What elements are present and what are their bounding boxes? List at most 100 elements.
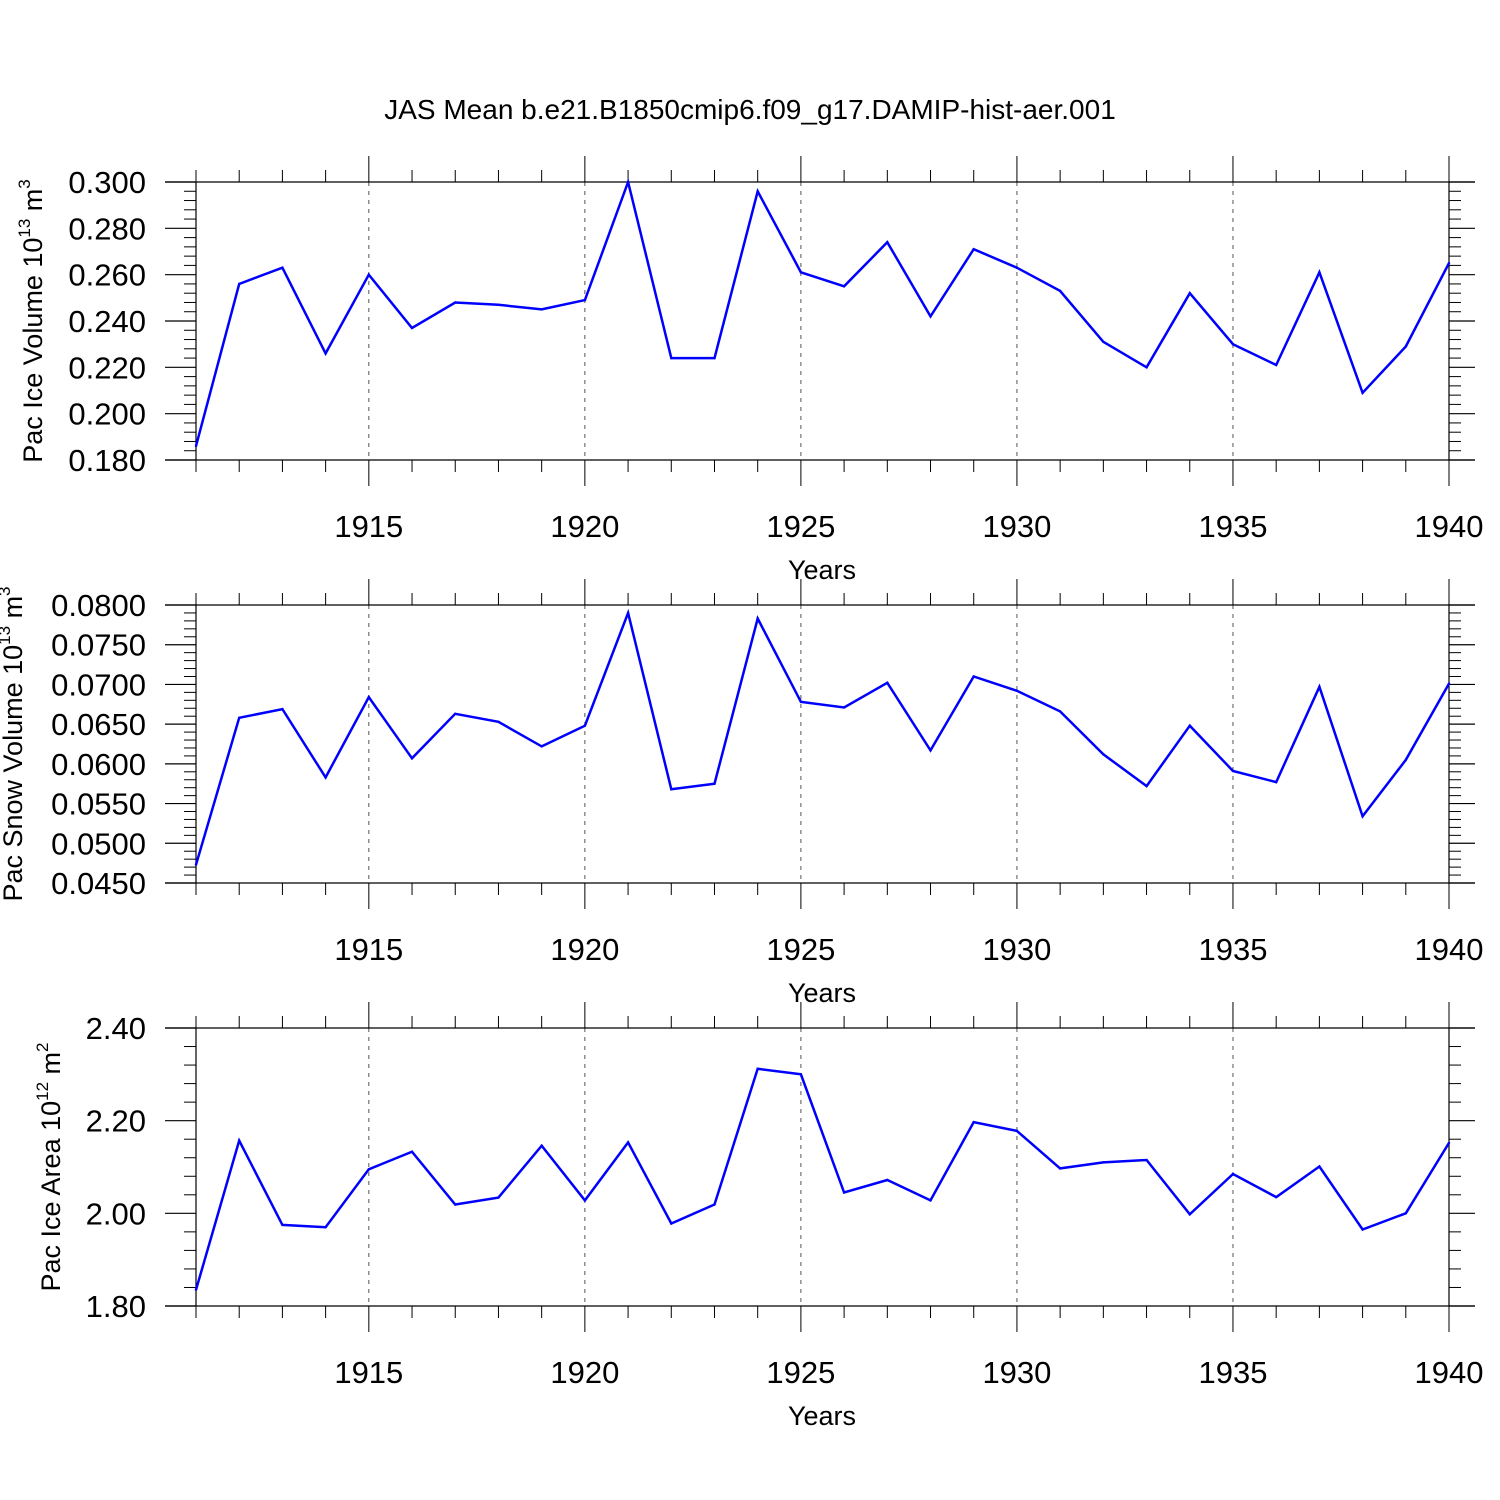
data-point-1917 <box>454 301 457 304</box>
data-point-1932 <box>1102 753 1105 756</box>
data-point-1918 <box>497 303 500 306</box>
data-point-1911 <box>194 1288 198 1291</box>
y-tick-label-6: 0.0750 <box>51 628 146 663</box>
data-point-1935 <box>1231 1172 1235 1176</box>
y-axis-label: Pac Ice Area 1012 m2 <box>33 1042 66 1291</box>
data-point-1931 <box>1058 710 1062 713</box>
data-point-1921 <box>626 180 630 184</box>
data-point-1912 <box>238 716 241 719</box>
data-point-1926 <box>842 706 846 709</box>
data-point-1916 <box>410 326 414 330</box>
data-point-1926 <box>842 1191 846 1194</box>
y-axis-label-exponent: 12 <box>33 1082 52 1101</box>
y-tick-label-3: 0.240 <box>68 304 146 339</box>
data-point-1924 <box>756 617 759 620</box>
data-point-1936 <box>1274 1195 1278 1199</box>
data-point-1929 <box>972 247 975 251</box>
x-tick-label-1920: 1920 <box>550 932 619 967</box>
data-point-1924 <box>756 1067 759 1070</box>
data-point-1935 <box>1231 769 1235 773</box>
data-point-1940 <box>1447 1141 1451 1145</box>
x-axis-label: Years <box>788 1401 856 1431</box>
x-tick-label-1915: 1915 <box>334 1355 403 1390</box>
y-axis-label: Pac Snow Volume 1013 m3 <box>0 586 28 901</box>
series-line <box>194 608 1451 866</box>
data-point-1936 <box>1274 363 1278 367</box>
y-axis-label-unit: m <box>18 189 48 219</box>
y-tick-label-3: 0.0600 <box>51 747 146 782</box>
data-point-1931 <box>1058 1167 1062 1170</box>
x-tick-label-1940: 1940 <box>1415 932 1484 967</box>
data-point-1934 <box>1188 1213 1191 1216</box>
data-point-1935 <box>1231 342 1235 346</box>
y-axis-label-unit-exponent: 2 <box>33 1042 52 1051</box>
y-axis-label-unit: m <box>0 596 28 626</box>
data-point-1913 <box>281 707 284 711</box>
series-line <box>194 1067 1451 1291</box>
data-point-1934 <box>1188 724 1191 727</box>
x-tick-label-1915: 1915 <box>334 932 403 967</box>
data-point-1931 <box>1058 289 1062 293</box>
data-point-1940 <box>1447 261 1451 265</box>
x-tick-label-1920: 1920 <box>550 1355 619 1390</box>
data-point-1914 <box>324 776 327 779</box>
x-tick-label-1940: 1940 <box>1415 509 1484 544</box>
x-tick-label-1935: 1935 <box>1198 1355 1267 1390</box>
y-tick-label-4: 0.0650 <box>51 707 146 742</box>
y-tick-label-2: 2.20 <box>86 1104 146 1139</box>
data-point-1930 <box>1015 689 1019 692</box>
data-point-1923 <box>713 1203 716 1206</box>
data-point-1936 <box>1274 780 1278 784</box>
data-point-1919 <box>540 308 543 311</box>
data-point-1938 <box>1361 815 1364 818</box>
data-point-1920 <box>583 724 587 727</box>
data-point-1925 <box>799 271 803 274</box>
data-point-1917 <box>454 1203 457 1206</box>
data-point-1933 <box>1145 366 1148 369</box>
data-point-1913 <box>281 266 284 269</box>
data-point-1930 <box>1015 1129 1019 1133</box>
y-tick-label-5: 0.0700 <box>51 667 146 702</box>
data-point-1939 <box>1404 758 1407 762</box>
data-point-1940 <box>1447 682 1451 685</box>
data-point-1939 <box>1404 1212 1407 1215</box>
data-point-1930 <box>1015 266 1019 269</box>
y-axis-label-exponent: 13 <box>0 626 14 645</box>
data-point-1917 <box>454 712 457 716</box>
data-point-1933 <box>1145 784 1148 788</box>
data-point-1933 <box>1145 1158 1148 1162</box>
y-axis-label-main: Pac Ice Volume 10 <box>18 238 48 463</box>
x-tick-label-1940: 1940 <box>1415 1355 1484 1390</box>
data-point-1937 <box>1318 271 1321 274</box>
x-tick-label-1935: 1935 <box>1198 932 1267 967</box>
y-axis-label-unit-exponent: 3 <box>0 586 14 595</box>
y-tick-label-4: 0.260 <box>68 258 146 293</box>
y-tick-label-0: 0.0450 <box>51 866 146 901</box>
data-point-1923 <box>713 356 716 360</box>
data-point-1918 <box>497 720 500 723</box>
data-point-1938 <box>1361 391 1364 395</box>
data-point-1919 <box>540 1144 543 1147</box>
data-point-1911 <box>194 863 198 866</box>
data-point-1912 <box>238 282 241 286</box>
data-point-1922 <box>670 1222 673 1225</box>
data-point-1922 <box>670 356 673 360</box>
data-point-1929 <box>972 675 975 678</box>
x-tick-label-1925: 1925 <box>766 932 835 967</box>
data-point-1932 <box>1102 340 1105 344</box>
data-point-1914 <box>324 352 327 355</box>
data-point-1932 <box>1102 1161 1105 1164</box>
data-point-1920 <box>583 1199 587 1202</box>
y-tick-label-6: 0.300 <box>68 165 146 200</box>
data-point-1938 <box>1361 1228 1364 1231</box>
data-point-1915 <box>367 695 371 699</box>
data-point-1927 <box>886 241 889 244</box>
data-point-1921 <box>626 611 630 615</box>
data-point-1918 <box>497 1196 500 1199</box>
data-point-1927 <box>886 681 889 685</box>
data-point-1924 <box>756 190 759 193</box>
data-point-1928 <box>929 315 932 318</box>
data-point-1912 <box>238 1139 241 1142</box>
y-axis-label: Pac Ice Volume 1013 m3 <box>15 179 48 463</box>
